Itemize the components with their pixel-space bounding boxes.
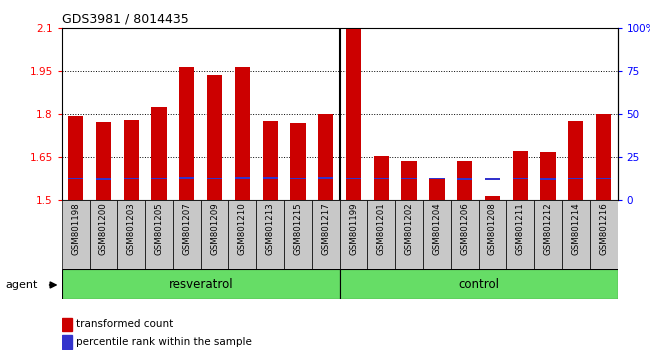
- Bar: [291, 123, 306, 200]
- Text: GSM801214: GSM801214: [571, 202, 580, 255]
- FancyBboxPatch shape: [534, 200, 562, 269]
- Text: control: control: [458, 278, 499, 291]
- Text: GSM801203: GSM801203: [127, 202, 136, 255]
- Text: GSM801207: GSM801207: [182, 202, 191, 255]
- Bar: [318, 114, 333, 200]
- Bar: [124, 178, 139, 179]
- Bar: [179, 67, 194, 200]
- Text: GSM801202: GSM801202: [404, 202, 413, 255]
- FancyBboxPatch shape: [478, 200, 506, 269]
- Bar: [402, 161, 417, 200]
- Text: transformed count: transformed count: [75, 319, 173, 329]
- FancyBboxPatch shape: [339, 269, 618, 299]
- FancyBboxPatch shape: [145, 200, 173, 269]
- FancyBboxPatch shape: [256, 200, 284, 269]
- Text: agent: agent: [5, 280, 38, 290]
- Bar: [568, 121, 584, 200]
- Bar: [68, 178, 83, 179]
- Bar: [540, 152, 556, 200]
- Bar: [263, 121, 278, 200]
- Bar: [568, 178, 584, 179]
- Bar: [485, 196, 500, 200]
- FancyBboxPatch shape: [506, 200, 534, 269]
- Bar: [540, 178, 556, 180]
- Bar: [596, 114, 611, 200]
- Bar: [429, 178, 445, 200]
- FancyBboxPatch shape: [90, 200, 117, 269]
- Bar: [346, 29, 361, 200]
- Text: GSM801212: GSM801212: [543, 202, 552, 255]
- FancyBboxPatch shape: [451, 200, 478, 269]
- FancyBboxPatch shape: [423, 200, 451, 269]
- Text: GSM801215: GSM801215: [293, 202, 302, 255]
- Text: GSM801209: GSM801209: [210, 202, 219, 255]
- Bar: [596, 178, 611, 179]
- FancyBboxPatch shape: [117, 200, 145, 269]
- Bar: [96, 178, 111, 180]
- FancyBboxPatch shape: [312, 200, 339, 269]
- Bar: [513, 152, 528, 200]
- Bar: [62, 335, 72, 349]
- FancyBboxPatch shape: [367, 200, 395, 269]
- Text: GSM801201: GSM801201: [377, 202, 386, 255]
- FancyBboxPatch shape: [229, 200, 256, 269]
- Text: percentile rank within the sample: percentile rank within the sample: [75, 337, 252, 347]
- Bar: [68, 116, 83, 200]
- FancyBboxPatch shape: [339, 200, 367, 269]
- Bar: [263, 177, 278, 179]
- Bar: [291, 178, 306, 179]
- Bar: [429, 178, 445, 179]
- Bar: [402, 178, 417, 179]
- Bar: [124, 120, 139, 200]
- Text: GSM801199: GSM801199: [349, 202, 358, 255]
- Bar: [374, 178, 389, 179]
- Text: GSM801200: GSM801200: [99, 202, 108, 255]
- Bar: [207, 75, 222, 200]
- Bar: [151, 178, 166, 179]
- FancyBboxPatch shape: [395, 200, 423, 269]
- Bar: [374, 156, 389, 200]
- Text: GSM801213: GSM801213: [266, 202, 275, 255]
- Bar: [179, 177, 194, 178]
- Text: GSM801210: GSM801210: [238, 202, 247, 255]
- Text: GSM801217: GSM801217: [321, 202, 330, 255]
- Text: GSM801206: GSM801206: [460, 202, 469, 255]
- Bar: [457, 161, 473, 200]
- Text: GSM801198: GSM801198: [71, 202, 80, 255]
- FancyBboxPatch shape: [590, 200, 618, 269]
- Bar: [485, 178, 500, 180]
- FancyBboxPatch shape: [562, 200, 590, 269]
- Text: GSM801216: GSM801216: [599, 202, 608, 255]
- Bar: [318, 177, 333, 179]
- FancyBboxPatch shape: [284, 200, 312, 269]
- Bar: [235, 177, 250, 179]
- Text: GDS3981 / 8014435: GDS3981 / 8014435: [62, 12, 188, 25]
- FancyBboxPatch shape: [62, 200, 90, 269]
- FancyBboxPatch shape: [201, 200, 229, 269]
- Bar: [235, 67, 250, 200]
- Bar: [346, 178, 361, 179]
- Text: GSM801204: GSM801204: [432, 202, 441, 255]
- Bar: [207, 178, 222, 179]
- Text: GSM801211: GSM801211: [515, 202, 525, 255]
- FancyBboxPatch shape: [173, 200, 201, 269]
- Bar: [513, 178, 528, 179]
- Text: GSM801205: GSM801205: [155, 202, 164, 255]
- Bar: [96, 122, 111, 200]
- FancyBboxPatch shape: [62, 269, 339, 299]
- Bar: [151, 107, 166, 200]
- Bar: [457, 178, 473, 180]
- Bar: [62, 318, 72, 331]
- Text: resveratrol: resveratrol: [168, 278, 233, 291]
- Text: GSM801208: GSM801208: [488, 202, 497, 255]
